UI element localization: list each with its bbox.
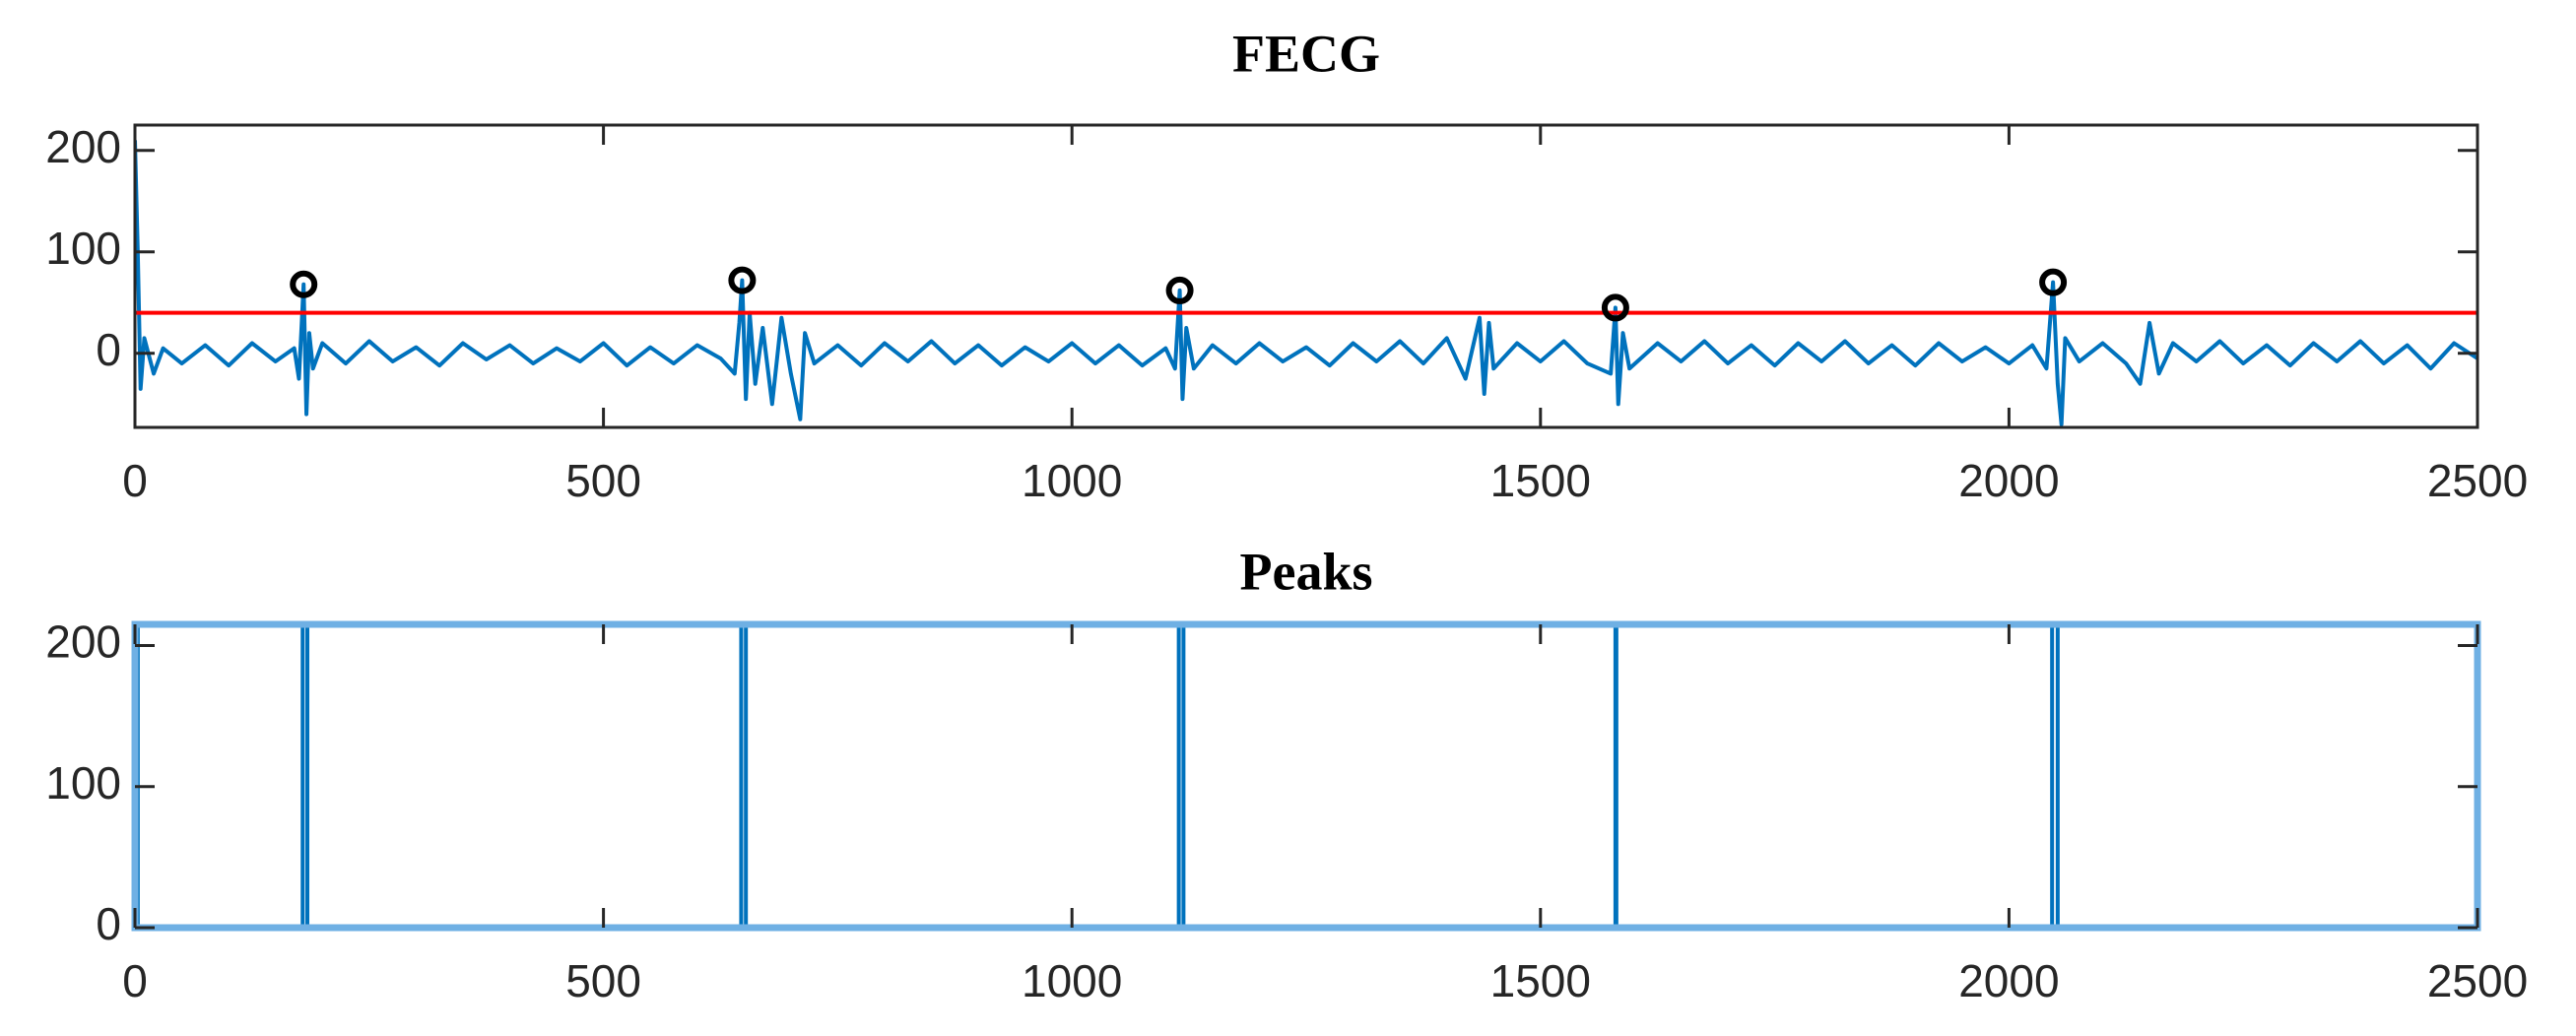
peak-marker — [290, 270, 318, 298]
axes-background — [135, 125, 2477, 427]
y-tick-label: 200 — [45, 121, 121, 172]
axes-frame — [133, 123, 2479, 429]
x-tick-label: 1000 — [1022, 955, 1122, 1006]
chart-title: FECG — [1232, 24, 1380, 83]
peak-marker — [728, 266, 757, 294]
x-tick-label: 1500 — [1490, 455, 1591, 506]
axes-background — [135, 624, 2477, 928]
x-tick-label: 2000 — [1958, 455, 2059, 506]
y-tick-label: 0 — [96, 324, 121, 375]
y-tick-label: 200 — [45, 616, 121, 668]
x-tick-label: 0 — [122, 955, 148, 1006]
x-tick-label: 2500 — [2427, 955, 2528, 1006]
y-tick-label: 100 — [45, 223, 121, 274]
signal-line — [135, 140, 2477, 426]
chart-title: Peaks — [1240, 542, 1373, 601]
peak-marker — [1165, 276, 1194, 304]
plot-area — [135, 140, 2477, 426]
peak-marker — [2039, 268, 2068, 296]
x-tick-label: 500 — [565, 455, 641, 506]
x-tick-label: 0 — [122, 455, 148, 506]
x-tick-label: 2500 — [2427, 455, 2528, 506]
y-tick-label: 0 — [96, 898, 121, 949]
x-tick-label: 1500 — [1490, 955, 1591, 1006]
x-tick-label: 1000 — [1022, 455, 1122, 506]
peak-marker — [1601, 293, 1629, 322]
axes-frame — [131, 620, 2481, 932]
y-tick-label: 100 — [45, 757, 121, 809]
x-tick-label: 500 — [565, 955, 641, 1006]
x-tick-label: 2000 — [1958, 955, 2059, 1006]
